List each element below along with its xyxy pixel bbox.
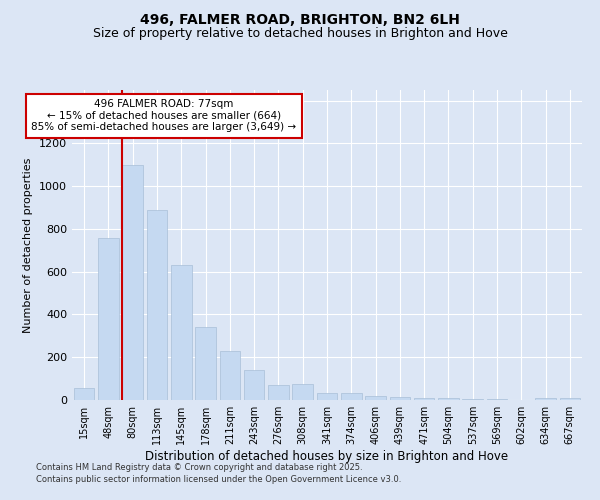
Y-axis label: Number of detached properties: Number of detached properties xyxy=(23,158,34,332)
Bar xyxy=(560,398,580,400)
Bar xyxy=(389,397,410,400)
Bar xyxy=(463,399,483,400)
Bar xyxy=(74,388,94,400)
Text: Contains HM Land Registry data © Crown copyright and database right 2025.: Contains HM Land Registry data © Crown c… xyxy=(36,464,362,472)
Text: 496 FALMER ROAD: 77sqm
← 15% of detached houses are smaller (664)
85% of semi-de: 496 FALMER ROAD: 77sqm ← 15% of detached… xyxy=(31,100,296,132)
Text: Contains public sector information licensed under the Open Government Licence v3: Contains public sector information licen… xyxy=(36,475,401,484)
Bar xyxy=(292,384,313,400)
Bar xyxy=(171,266,191,400)
Bar xyxy=(220,351,240,400)
Bar xyxy=(146,210,167,400)
Bar xyxy=(98,238,119,400)
Bar xyxy=(317,392,337,400)
Text: Size of property relative to detached houses in Brighton and Hove: Size of property relative to detached ho… xyxy=(92,28,508,40)
Text: 496, FALMER ROAD, BRIGHTON, BN2 6LH: 496, FALMER ROAD, BRIGHTON, BN2 6LH xyxy=(140,12,460,26)
Bar xyxy=(341,392,362,400)
Bar xyxy=(438,398,459,400)
Bar xyxy=(268,385,289,400)
Bar xyxy=(365,396,386,400)
Bar xyxy=(195,328,216,400)
X-axis label: Distribution of detached houses by size in Brighton and Hove: Distribution of detached houses by size … xyxy=(145,450,509,463)
Bar xyxy=(414,398,434,400)
Bar xyxy=(535,398,556,400)
Bar xyxy=(244,370,265,400)
Bar xyxy=(122,165,143,400)
